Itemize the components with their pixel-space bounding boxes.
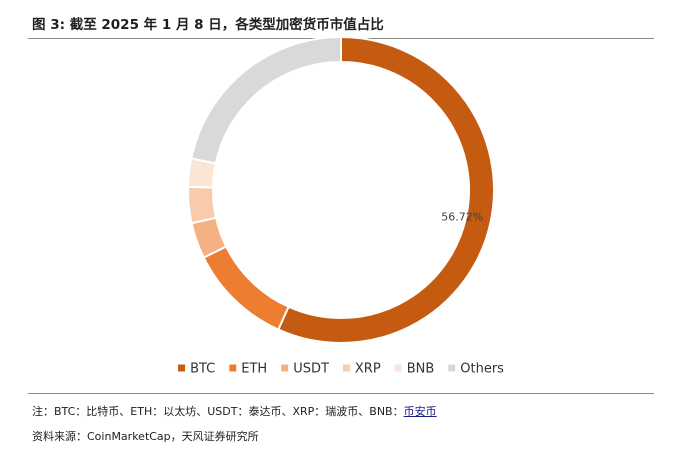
legend-item-others: Others: [448, 362, 504, 377]
legend: BTC ETH USDT XRP BNB Others: [178, 362, 504, 377]
legend-swatch-others: [448, 364, 456, 372]
footnote: 注：BTC：比特币、ETH：以太坊、USDT：泰达币、XRP：瑞波币、BNB：币…: [32, 403, 437, 419]
data-label-btc: 56.72%: [441, 210, 483, 223]
legend-swatch-bnb: [394, 364, 402, 372]
legend-label-xrp: XRP: [355, 362, 381, 377]
legend-item-btc: BTC: [178, 362, 215, 377]
legend-swatch-btc: [178, 364, 186, 372]
legend-item-eth: ETH: [229, 362, 267, 377]
slices-layer: [187, 35, 495, 344]
slice-btc: [276, 35, 495, 344]
legend-item-bnb: BNB: [394, 362, 435, 377]
legend-swatch-eth: [229, 364, 237, 372]
legend-item-xrp: XRP: [342, 362, 381, 377]
legend-swatch-usdt: [281, 364, 289, 372]
legend-label-others: Others: [460, 362, 504, 377]
source-line: 资料来源：CoinMarketCap，天风证券研究所: [32, 430, 259, 443]
legend-label-eth: ETH: [241, 362, 267, 377]
figure-title: 图 3: 截至 2025 年 1 月 8 日，各类型加密货币市值占比: [32, 17, 384, 33]
legend-item-usdt: USDT: [281, 362, 329, 377]
legend-swatch-xrp: [342, 364, 350, 372]
slice-xrp: [187, 185, 218, 225]
slice-eth: [202, 245, 290, 331]
footnote-link[interactable]: 币安币: [403, 405, 437, 418]
legend-label-bnb: BNB: [407, 362, 435, 377]
legend-label-btc: BTC: [190, 362, 215, 377]
legend-label-usdt: USDT: [293, 362, 329, 377]
footnote-text: 注：BTC：比特币、ETH：以太坊、USDT：泰达币、XRP：瑞波币、BNB：: [32, 405, 404, 418]
data-labels-layer: 56.72%: [441, 210, 483, 223]
bottom-divider: [28, 393, 654, 394]
slice-others: [190, 35, 342, 165]
